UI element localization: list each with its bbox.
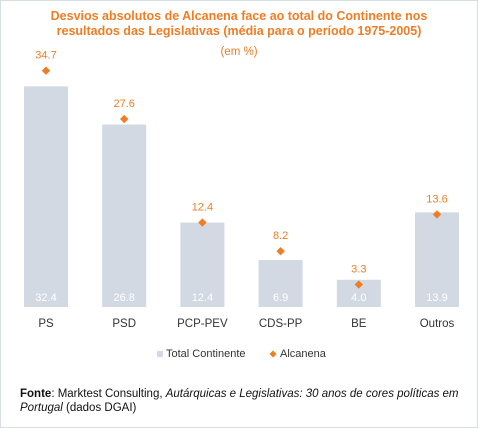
marker-outros bbox=[432, 210, 442, 219]
category-label-psd: PSD bbox=[112, 318, 136, 330]
chart-title-line-1: Desvios absolutos de Alcanena face ao to… bbox=[50, 9, 428, 23]
bar-value-label-cds-pp: 6.9 bbox=[273, 292, 288, 304]
marker-value-label-cds-pp: 8.2 bbox=[273, 230, 288, 242]
chart-title: Desvios absolutos de Alcanena face ao to… bbox=[0, 9, 478, 39]
bar-psd bbox=[102, 124, 147, 307]
marker-pcp-pev bbox=[198, 218, 207, 227]
marker-value-label-psd: 27.6 bbox=[113, 98, 134, 110]
bar-outros bbox=[415, 212, 459, 307]
bar-value-label-outros: 13.9 bbox=[426, 292, 447, 304]
marker-cds-pp bbox=[276, 246, 285, 256]
chart-title-line-2: resultados das Legislativas (média para … bbox=[56, 24, 422, 38]
bar-value-label-pcp-pev: 12.4 bbox=[192, 292, 213, 304]
source-text-post: (dados DGAI) bbox=[62, 402, 137, 414]
legend-swatch-alcanena bbox=[269, 350, 277, 358]
category-label-pcp-pev: PCP-PEV bbox=[177, 318, 228, 330]
marker-value-label-ps: 34.7 bbox=[35, 50, 56, 62]
bar-ps bbox=[24, 86, 68, 307]
marker-value-label-pcp-pev: 12.4 bbox=[192, 202, 213, 214]
source-colon: : bbox=[51, 388, 55, 400]
category-label-cds-pp: CDS-PP bbox=[259, 318, 303, 330]
legend-swatch-total-continente bbox=[157, 351, 163, 357]
marker-ps bbox=[41, 66, 51, 75]
bar-value-label-be: 4.0 bbox=[351, 292, 366, 304]
chart-subtitle: (em %) bbox=[220, 46, 258, 58]
source-label: Fonte bbox=[20, 388, 52, 400]
marker-be bbox=[354, 280, 363, 289]
bar-value-label-ps: 32.4 bbox=[35, 292, 56, 304]
legend-label-alcanena: Alcanena bbox=[280, 348, 327, 360]
marker-value-label-outros: 13.6 bbox=[426, 193, 447, 205]
category-label-ps: PS bbox=[38, 318, 54, 330]
category-label-be: BE bbox=[351, 318, 367, 330]
source-text-pre: Marktest Consulting, bbox=[54, 388, 166, 400]
marker-psd bbox=[120, 114, 129, 124]
legend-label-total-continente: Total Continente bbox=[166, 348, 246, 360]
category-label-outros: Outros bbox=[420, 318, 455, 330]
bar-cds-pp bbox=[258, 260, 303, 307]
marker-value-label-be: 3.3 bbox=[351, 264, 366, 276]
bar-pcp-pev bbox=[180, 222, 225, 307]
source-note: Fonte: Marktest Consulting, Autárquicas … bbox=[20, 387, 460, 415]
source-publication-title: Autárquicas e Legislativas: 30 anos de c… bbox=[20, 388, 459, 414]
bar-value-label-psd: 26.8 bbox=[113, 292, 134, 304]
